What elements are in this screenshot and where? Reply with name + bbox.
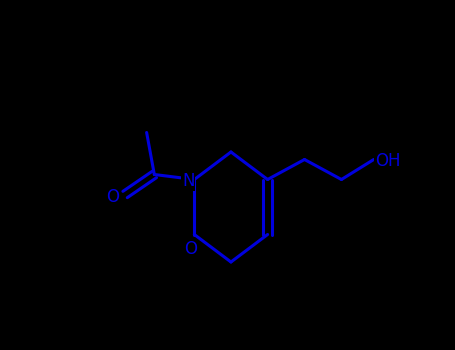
Text: O: O [184, 239, 197, 258]
Text: OH: OH [375, 153, 400, 170]
Text: N: N [182, 173, 194, 190]
Text: O: O [106, 188, 119, 205]
